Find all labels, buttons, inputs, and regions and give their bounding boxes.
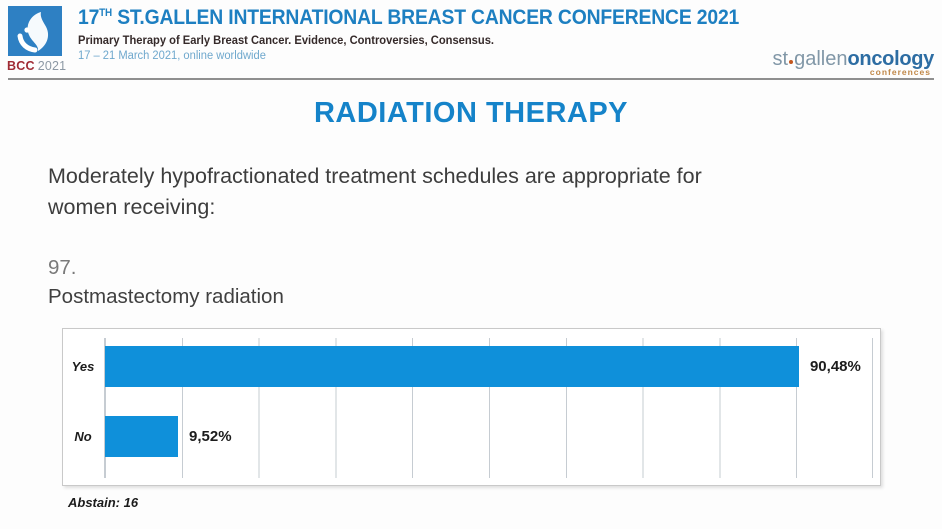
bar-value-label: 90,48% xyxy=(809,357,861,375)
stgallen-oncology-logo: st gallenoncology conferences xyxy=(772,48,935,77)
bar-category-label: Yes xyxy=(71,358,95,374)
question-number: 97. xyxy=(48,256,77,279)
bar-yes xyxy=(105,346,799,387)
bar-category-label: No xyxy=(74,428,92,444)
slide-title: RADIATION THERAPY xyxy=(313,97,629,129)
conference-title: 17TH ST.GALLEN INTERNATIONAL BREAST CANC… xyxy=(78,5,740,29)
conference-subtitle: Primary Therapy of Early Breast Cancer. … xyxy=(78,35,495,47)
conference-dates: 17 – 21 March 2021, online worldwide xyxy=(78,50,266,62)
question-intro-line1: Moderately hypofractionated treatment sc… xyxy=(48,164,702,188)
poll-chart: Yes 90,48% No 9,52% xyxy=(62,328,881,486)
plot-area: Yes 90,48% No 9,52% xyxy=(72,338,873,478)
bcc-logo-caption: BCC 2021 xyxy=(7,59,71,73)
conference-header: 17TH ST.GALLEN INTERNATIONAL BREAST CANC… xyxy=(78,5,813,62)
brand-dot-icon xyxy=(789,60,794,64)
abstain-note: Abstain: 16 xyxy=(68,495,139,510)
brand-gallen: gallen xyxy=(794,48,848,70)
title-superscript: TH xyxy=(99,6,113,19)
bar-no xyxy=(105,416,179,457)
bcc-logo-year: 2021 xyxy=(37,59,67,73)
bcc-logo-text: BCC xyxy=(7,59,35,73)
question-label: Postmastectomy radiation xyxy=(48,285,284,308)
question-intro: Moderately hypofractionated treatment sc… xyxy=(48,161,702,222)
bcc-logo-swirl-icon xyxy=(17,12,49,53)
bar-value-label: 9,52% xyxy=(189,427,232,445)
header-divider xyxy=(8,78,934,80)
brand-st: st xyxy=(772,48,789,70)
brand-oncology: oncology xyxy=(847,48,935,70)
bcc-logo xyxy=(8,6,62,56)
brand-conferences: conferences xyxy=(869,67,931,77)
question-intro-line2: women receiving: xyxy=(48,194,216,219)
